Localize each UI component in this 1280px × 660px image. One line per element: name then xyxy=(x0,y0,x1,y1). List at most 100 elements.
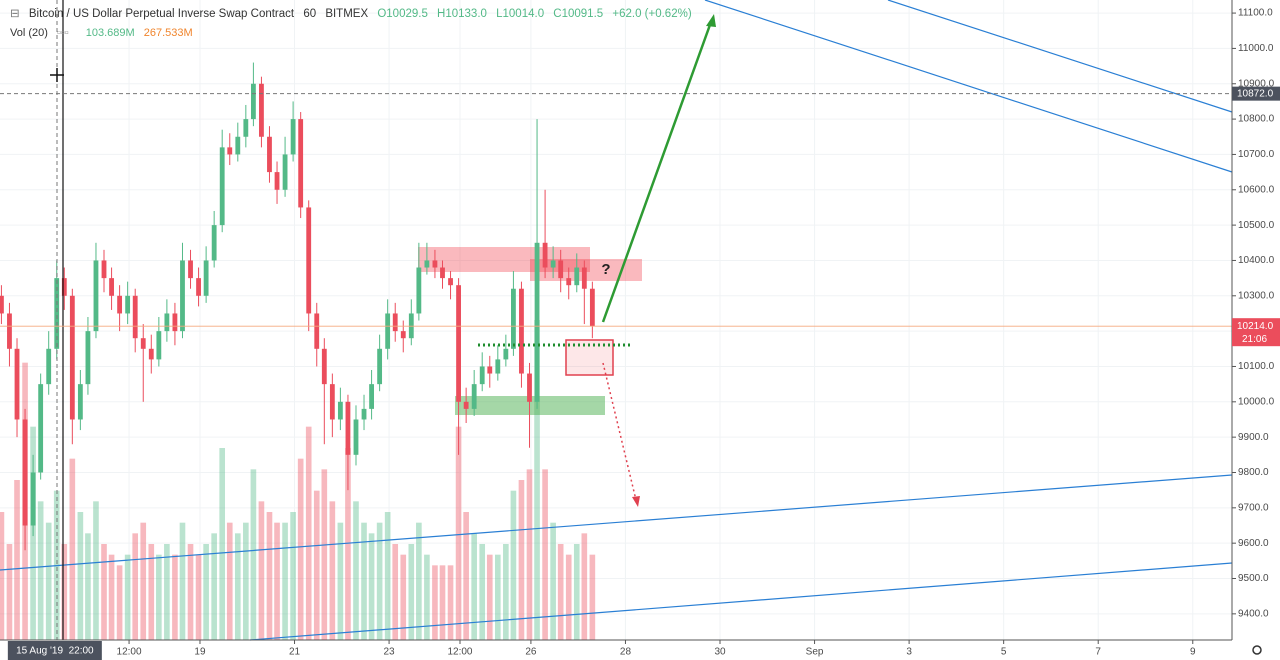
volume-bar xyxy=(258,501,265,640)
candle-body xyxy=(337,401,343,420)
volume-bar xyxy=(392,544,399,640)
volume-bar xyxy=(384,512,391,640)
candle-body xyxy=(77,384,83,420)
candle-body xyxy=(487,366,493,374)
symbol-title: Bitcoin / US Dollar Perpetual Inverse Sw… xyxy=(28,8,295,20)
x-tick-label: 19 xyxy=(194,647,206,658)
y-tick-label: 10500.0 xyxy=(1238,220,1275,231)
volume-bar xyxy=(510,490,517,640)
candle-body xyxy=(7,313,12,349)
y-tick-label: 10800.0 xyxy=(1238,114,1275,125)
volume-bar xyxy=(195,554,202,640)
y-tick-label: 10400.0 xyxy=(1238,255,1275,266)
volume-bar xyxy=(550,522,556,640)
candle-body xyxy=(550,260,556,268)
volume-bar xyxy=(416,522,422,640)
volume-bar xyxy=(164,544,170,640)
candle-body xyxy=(440,267,445,279)
candle-body xyxy=(448,278,453,286)
volume-bar xyxy=(361,522,367,640)
arrow-head xyxy=(706,14,716,27)
candle-body xyxy=(298,119,304,208)
candle-body xyxy=(132,295,138,339)
volume-bar xyxy=(45,522,52,640)
candle-body xyxy=(306,207,312,314)
cursor xyxy=(50,68,64,82)
y-tick-label: 10900.0 xyxy=(1238,78,1275,89)
crosshair-price-label: 10872.0 xyxy=(1237,88,1274,99)
candle-body xyxy=(574,267,580,286)
candle-body xyxy=(46,348,52,385)
volume-bar xyxy=(6,544,13,640)
volume-bar xyxy=(211,533,217,640)
candle-body xyxy=(219,147,225,226)
candle-body xyxy=(196,278,201,296)
candle-body xyxy=(432,260,438,268)
volume-bar xyxy=(353,501,359,640)
candle-body xyxy=(180,260,185,332)
volume-bar xyxy=(313,490,320,640)
y-tick-label: 9700.0 xyxy=(1238,502,1269,513)
candle-body xyxy=(109,278,114,296)
volume-settings[interactable]: ▫▫▫ xyxy=(56,27,69,39)
volume-bar xyxy=(408,544,415,640)
candle-body xyxy=(471,384,477,409)
volume-bar xyxy=(565,554,572,640)
candle-body xyxy=(125,295,131,314)
candle-body xyxy=(203,260,209,296)
candle-body xyxy=(69,295,75,420)
volume-bar xyxy=(290,512,296,640)
volume-bar xyxy=(337,522,344,640)
volume-ma: 267.533M xyxy=(143,27,193,39)
candle-body xyxy=(188,260,193,279)
volume-bar xyxy=(400,554,407,640)
volume-bar xyxy=(203,544,209,640)
candle-body xyxy=(542,242,548,268)
candle-body xyxy=(385,313,391,349)
volume-bar xyxy=(368,533,375,640)
candle-body xyxy=(534,242,540,402)
candle-body xyxy=(400,331,406,339)
candle-body xyxy=(511,288,516,349)
volume-bar xyxy=(447,565,454,640)
crosshair-time-box xyxy=(7,641,102,660)
y-tick-label: 9900.0 xyxy=(1238,432,1269,443)
x-tick-label: 21 xyxy=(289,647,301,658)
y-tick-label: 9800.0 xyxy=(1238,467,1269,478)
volume-bar xyxy=(234,533,241,640)
candle-body xyxy=(463,401,469,409)
volume-bar xyxy=(305,426,312,640)
volume-bar xyxy=(14,480,20,640)
candle-body xyxy=(172,313,178,332)
candle-body xyxy=(54,278,60,349)
volume-pane xyxy=(0,320,596,640)
volume-bar xyxy=(345,448,351,640)
candle-body xyxy=(479,366,485,385)
settings-icon[interactable] xyxy=(1252,645,1262,655)
bear-arrow xyxy=(602,362,637,501)
collapse-icon[interactable]: ⊟ xyxy=(10,8,20,20)
x-tick-label: 7 xyxy=(1095,647,1101,658)
volume-bar xyxy=(518,480,525,640)
candle-body xyxy=(321,348,327,385)
volume-bar xyxy=(243,522,249,640)
volume-bar xyxy=(0,512,5,640)
volume-bar xyxy=(124,554,131,640)
volume-bar xyxy=(250,469,257,640)
volume-bar xyxy=(329,501,336,640)
volume-bar xyxy=(503,544,509,640)
candle-body xyxy=(314,313,320,349)
arrow-head xyxy=(632,496,640,507)
candle-body xyxy=(156,331,162,360)
volume-bar xyxy=(321,469,328,640)
axes: 9400.0 9500.0 9600.0 9700.0 9800.0 9900.0 1000… xyxy=(7,8,1280,660)
ohlc-high: H10133.0 xyxy=(437,8,487,20)
support-zone xyxy=(455,396,605,415)
candle-body xyxy=(148,348,154,360)
candle-body xyxy=(377,348,383,385)
volume-bar xyxy=(219,448,226,640)
volume-bar xyxy=(297,458,304,640)
volume-bar xyxy=(172,554,178,640)
